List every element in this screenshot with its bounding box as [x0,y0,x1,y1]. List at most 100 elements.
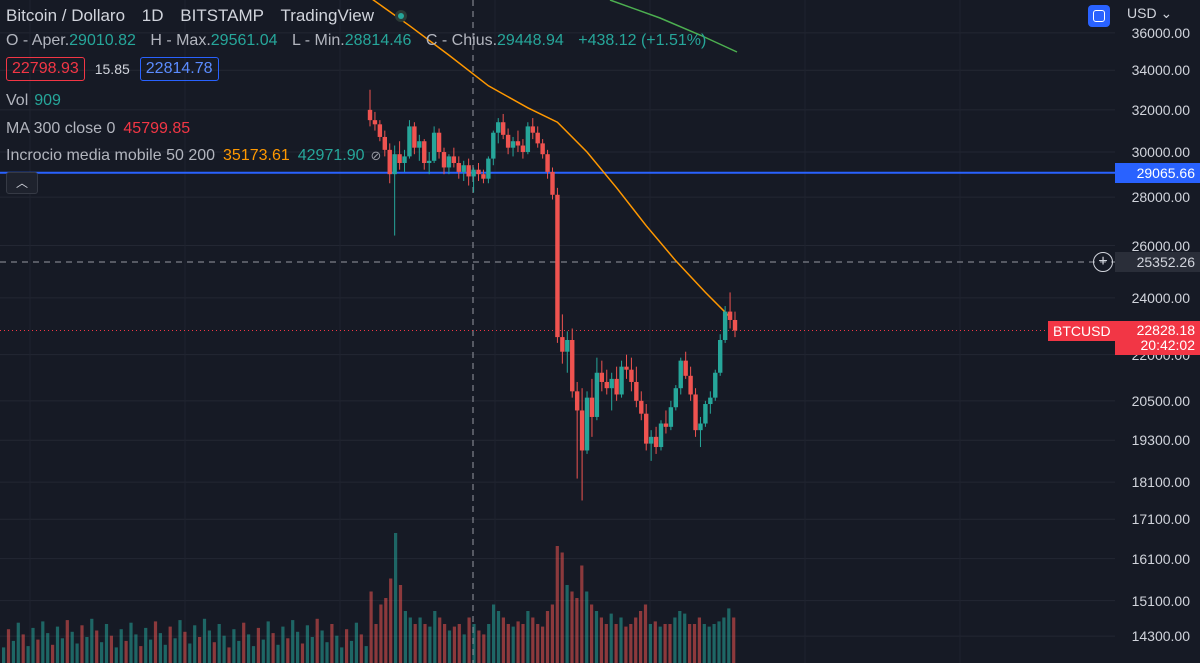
candle-body [500,122,506,135]
collapse-legend-button[interactable]: ︿ [6,172,38,194]
candle-body [431,132,437,161]
quote-row: 22798.93 15.85 22814.78 [6,57,219,81]
symbol-name[interactable]: Bitcoin / Dollaro [6,6,126,25]
candle-body [624,366,629,370]
candle-body [456,163,461,172]
crosshair-price-label: 25352.26 [1115,252,1200,272]
volume-bar [349,640,354,663]
candle-body [614,378,619,395]
buy-button[interactable]: 22814.78 [139,57,219,81]
volume-legend[interactable]: Vol 909 [6,92,61,110]
volume-bar [31,627,35,663]
y-tick-label: 24000.00 [1131,289,1190,306]
y-tick-label: 28000.00 [1131,189,1190,206]
hide-icon[interactable]: ⊘ [370,148,382,163]
interval[interactable]: 1D [141,6,164,25]
volume-bar [639,611,643,663]
volume-bar [291,620,295,663]
y-tick-label: 14300.00 [1131,628,1190,645]
volume-bar [55,626,60,663]
candle-body [560,337,565,352]
spread-value: 15.85 [94,61,130,77]
volume-bar [335,635,339,663]
volume-bar [717,621,721,663]
volume-bar [124,640,128,663]
volume-bar [467,617,471,663]
volume-bar [692,624,697,663]
candle-body [658,423,664,448]
volume-bar [516,621,520,663]
candle-body [540,143,545,155]
volume-bar [477,630,481,663]
candle-body [476,169,481,175]
candle-body [520,145,526,153]
candle-body [417,141,422,148]
candle-body [718,339,723,373]
currency-selector[interactable]: USD ⌄ [1127,5,1173,21]
volume-bar [80,625,84,663]
volume-bar [281,626,285,663]
candle-body [461,165,466,172]
volume-bar [496,611,501,663]
add-alert-icon[interactable]: + [1093,252,1113,272]
volume-bar [222,635,226,663]
volume-bar [727,608,731,663]
volume-bar [702,624,706,663]
volume-bar [541,626,545,663]
volume-bar [149,639,153,663]
chart-title-row: Bitcoin / Dollaro 1D BITSTAMP TradingVie… [6,6,419,26]
volume-bar [624,626,628,663]
volume-bar [247,634,251,663]
volume-bar [354,622,358,663]
volume-bar [683,613,687,663]
volume-bar [447,630,452,663]
close-value: 29448.94 [497,32,564,49]
candle-body [599,372,605,382]
volume-bar [428,626,432,663]
ma-cross-legend[interactable]: Incrocio media mobile 50 200 35173.61 4297… [6,147,381,165]
volume-bar [619,617,623,663]
volume-bar [173,638,177,663]
volume-bar [65,620,69,663]
volume-bar [565,585,569,663]
volume-bar [643,604,648,663]
volume-bar [237,640,241,663]
candle-body [436,132,442,153]
volume-bar [408,617,412,663]
last-price-label: 22828.18 20:42:02 [1115,320,1200,355]
volume-bar [550,604,554,663]
volume-bar [560,552,564,663]
ma-legend[interactable]: MA 300 close 0 45799.85 [6,120,190,138]
candle-body [594,372,600,417]
volume-bar [678,611,682,663]
sell-button[interactable]: 22798.93 [6,57,85,81]
candle-body [555,194,560,338]
volume-bar [198,637,202,663]
volume-bar [60,638,64,663]
candle-body [422,141,427,164]
candle-body [407,126,412,157]
candle-body [722,311,728,340]
volume-bar [2,647,6,663]
candle-body [683,360,688,376]
candle-body [663,423,669,427]
last-price-value: 22828.18 [1136,321,1195,338]
volume-bar [707,626,711,663]
candle-body [451,156,457,164]
cross-fast-value: 35173.61 [223,147,290,164]
volume-bar [158,633,162,663]
volume-bar [178,620,182,663]
candle-body [525,126,531,153]
candle-body [570,339,575,392]
volume-bar [722,617,726,663]
volume-bar [85,637,89,663]
sync-icon[interactable] [1088,5,1110,27]
volume-bar [472,624,476,663]
ohlc-legend: O - Aper.29010.82 H - Max.29561.04 L - M… [6,32,716,50]
volume-bar [585,591,589,663]
volume-bar [296,631,300,663]
volume-bar [443,624,447,663]
candle-body [491,132,496,159]
volume-bar [394,533,398,663]
